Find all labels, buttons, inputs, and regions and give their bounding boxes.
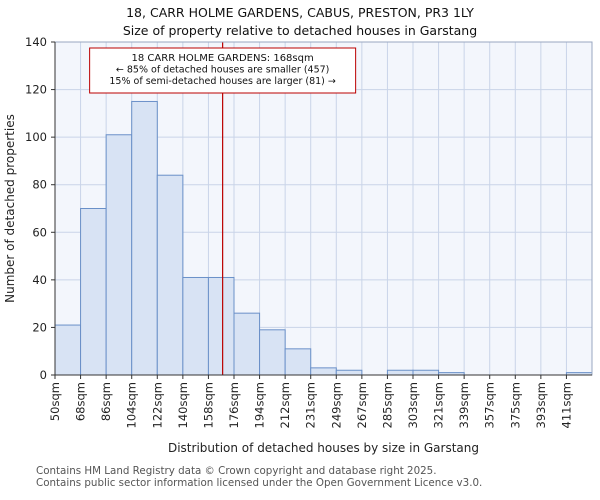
x-tick-label: 50sqm: [48, 382, 62, 421]
y-tick-label: 20: [32, 320, 47, 334]
y-axis-title: Number of detached properties: [3, 114, 17, 303]
footer-attribution: Contains HM Land Registry data © Crown c…: [36, 465, 483, 489]
x-tick-label: 285sqm: [380, 382, 394, 428]
histogram-bar: [412, 369, 440, 376]
x-tick-label: 411sqm: [559, 382, 573, 428]
annotation-line: 15% of semi-detached houses are larger (…: [109, 76, 336, 87]
x-tick-label: 303sqm: [406, 382, 420, 428]
x-tick-label: 140sqm: [176, 382, 190, 428]
y-tick-label: 140: [25, 35, 47, 49]
y-tick-label: 0: [40, 368, 47, 382]
x-tick-label: 176sqm: [227, 382, 241, 428]
x-tick-label: 339sqm: [457, 382, 471, 428]
histogram-bar: [386, 369, 414, 376]
x-tick-label: 86sqm: [99, 382, 113, 421]
x-tick-label: 393sqm: [534, 382, 548, 428]
x-tick-label: 194sqm: [253, 382, 267, 428]
x-tick-label: 231sqm: [304, 382, 318, 428]
annotation-box: [89, 47, 357, 94]
chart-title: 18, CARR HOLME GARDENS, CABUS, PRESTON, …: [126, 5, 474, 20]
histogram-bar: [105, 134, 133, 376]
x-tick-label: 68sqm: [74, 382, 88, 421]
footer-line-1: Contains HM Land Registry data © Crown c…: [36, 465, 437, 477]
x-tick-label: 267sqm: [355, 382, 369, 428]
x-tick-label: 104sqm: [125, 382, 139, 428]
footer-line-2: Contains public sector information licen…: [36, 476, 483, 489]
histogram-bar: [156, 174, 184, 376]
histogram-bar: [335, 369, 363, 376]
x-tick-label: 212sqm: [278, 382, 292, 428]
histogram-bar: [310, 367, 337, 376]
y-tick-label: 80: [32, 178, 47, 192]
x-tick-label: 158sqm: [201, 382, 215, 428]
x-tick-label: 375sqm: [508, 382, 522, 428]
histogram-bar: [233, 312, 261, 376]
x-tick-label: 357sqm: [483, 382, 497, 428]
histogram-bar: [182, 276, 209, 376]
y-tick-label: 120: [25, 83, 47, 97]
histogram-bar: [259, 329, 286, 376]
y-tick-label: 40: [32, 273, 47, 287]
histogram-bar: [80, 208, 107, 376]
y-tick-label: 60: [32, 225, 47, 239]
histogram-bar: [284, 348, 312, 376]
x-tick-label: 122sqm: [150, 382, 164, 428]
x-tick-label: 249sqm: [329, 382, 343, 428]
histogram-bar: [207, 276, 235, 376]
chart-subtitle: Size of property relative to detached ho…: [122, 23, 478, 38]
histogram-bar: [131, 100, 158, 376]
x-tick-label: 321sqm: [432, 382, 446, 428]
x-axis-title: Distribution of detached houses by size …: [168, 441, 479, 455]
annotation-line: 18 CARR HOLME GARDENS: 168sqm: [132, 53, 314, 64]
y-tick-label: 100: [25, 130, 47, 144]
histogram-bar: [54, 324, 82, 376]
annotation-line: ← 85% of detached houses are smaller (45…: [116, 65, 329, 76]
